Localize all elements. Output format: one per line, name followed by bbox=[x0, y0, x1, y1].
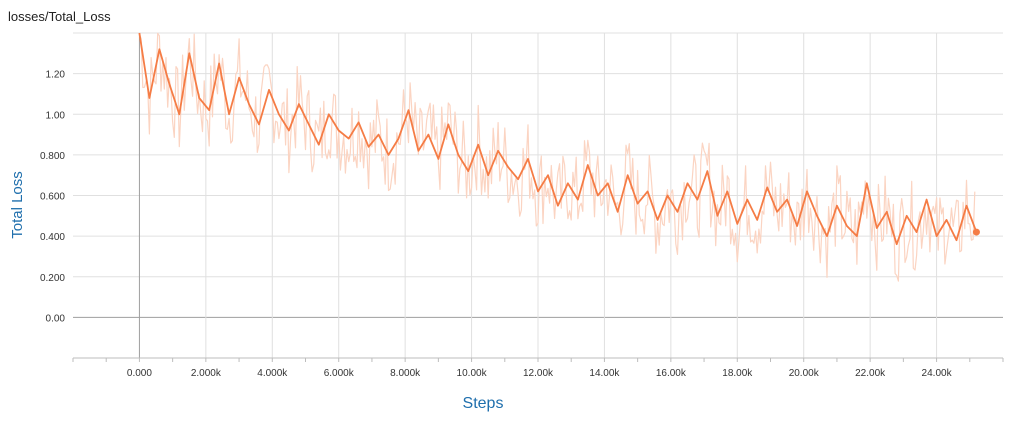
y-tick-label: 0.00 bbox=[46, 313, 66, 324]
smoothed-series-line bbox=[138, 32, 978, 246]
chart-title: losses/Total_Loss bbox=[8, 9, 111, 24]
x-tick-label: 20.00k bbox=[789, 368, 820, 379]
x-tick-label: 22.00k bbox=[855, 368, 886, 379]
y-tick-label: 1.00 bbox=[46, 110, 66, 121]
y-tick-label: 1.20 bbox=[46, 70, 66, 81]
y-axis-title: Total Loss bbox=[9, 171, 26, 239]
x-tick-label: 2.000k bbox=[191, 368, 222, 379]
y-tick-label: 0.800 bbox=[40, 151, 65, 162]
y-tick-label: 0.200 bbox=[40, 273, 65, 284]
x-tick-label: 6.000k bbox=[324, 368, 355, 379]
x-tick-labels: 0.000 2.000k 4.000k 6.000k 8.000k 10.00k 12.00… bbox=[127, 368, 953, 379]
axes bbox=[72, 357, 1004, 362]
grid-lines bbox=[73, 32, 1003, 358]
x-tick-label: 16.00k bbox=[656, 368, 687, 379]
x-axis-title: Steps bbox=[463, 395, 504, 412]
y-tick-labels: 0.00 0.200 0.400 0.600 0.800 1.00 1.20 bbox=[40, 70, 65, 325]
x-tick-label: 10.00k bbox=[457, 368, 488, 379]
raw-series-line bbox=[138, 32, 976, 282]
end-point-marker bbox=[972, 228, 980, 236]
raw-series bbox=[138, 32, 976, 282]
x-tick-label: 0.000 bbox=[127, 368, 152, 379]
x-tick-label: 24.00k bbox=[922, 368, 953, 379]
x-tick-label: 4.000k bbox=[257, 368, 288, 379]
x-tick-label: 8.000k bbox=[390, 368, 421, 379]
y-tick-label: 0.600 bbox=[40, 192, 65, 203]
x-tick-label: 14.00k bbox=[589, 368, 620, 379]
smoothed-series bbox=[138, 32, 980, 246]
x-tick-label: 12.00k bbox=[523, 368, 554, 379]
x-tick-label: 18.00k bbox=[722, 368, 753, 379]
y-tick-label: 0.400 bbox=[40, 232, 65, 243]
